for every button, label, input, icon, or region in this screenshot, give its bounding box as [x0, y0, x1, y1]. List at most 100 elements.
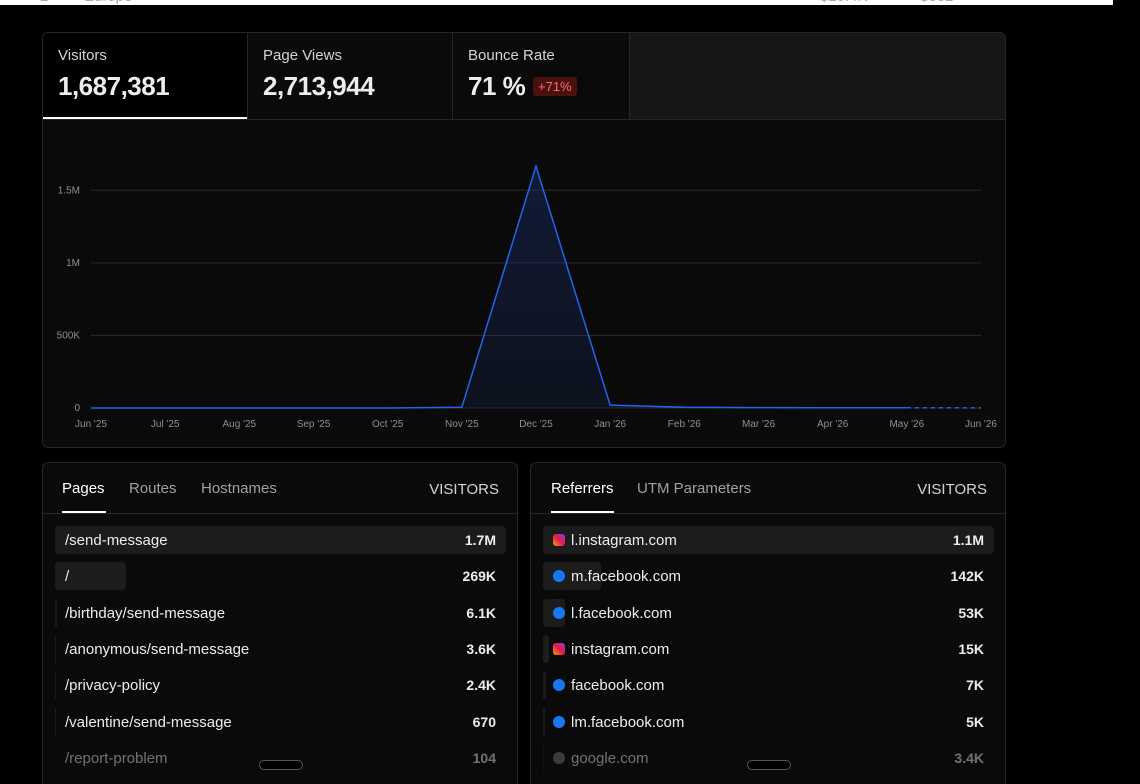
tab[interactable]: Routes	[129, 480, 177, 497]
table-row[interactable]: /anonymous/send-message 3.6K	[55, 634, 506, 663]
stats-divider	[43, 119, 1005, 120]
scroll-pill	[259, 760, 303, 770]
row-name: /birthday/send-message	[65, 604, 226, 622]
row-name: /	[65, 568, 70, 586]
row-name: m.facebook.com	[571, 568, 682, 586]
row-name: /anonymous/send-message	[65, 640, 250, 658]
stat-tab[interactable]: Bounce Rate 71 % +71%	[453, 33, 630, 119]
stat-label: Page Views	[263, 47, 342, 64]
main-card: 0 500K 1M 1.5M Jun '25 Jul '25 Aug '25 Sep '25 O…	[42, 32, 1006, 448]
x-tick-label: Jun '25	[75, 419, 107, 430]
x-tick-label: Nov '25	[445, 419, 479, 430]
row-value: 1.1M	[952, 532, 984, 548]
x-tick-label: Dec '25	[519, 419, 553, 430]
y-tick-label: 1M	[66, 258, 80, 269]
icon-instagram	[553, 534, 565, 546]
row-bar	[543, 743, 545, 772]
row-name: /report-problem	[65, 749, 168, 767]
row-value: 7K	[966, 677, 984, 694]
row-value: 15K	[958, 640, 984, 657]
x-tick-label: Jun '26	[965, 419, 997, 430]
line	[91, 163, 907, 409]
row-value: 5K	[966, 713, 984, 730]
table-row[interactable]: google.com 3.4K	[543, 743, 994, 772]
row-name: l.facebook.com	[571, 604, 672, 622]
table-row[interactable]: /privacy-policy 2.4K	[55, 671, 506, 700]
x-tick-label: Oct '25	[372, 419, 404, 430]
pages-panel: Pages Routes Hostnames VISITORS/send-messag…	[42, 462, 518, 784]
top-strip	[0, 0, 1113, 5]
icon-facebook	[553, 715, 565, 728]
table-row[interactable]: l.facebook.com 53K	[543, 598, 994, 627]
stat-value: 71 %	[468, 71, 526, 101]
scroll-pill	[747, 760, 791, 770]
row-name: /send-message	[65, 532, 168, 549]
active-underline	[551, 511, 614, 513]
stat-empty	[630, 33, 1005, 119]
x-tick-label: Sep '25	[297, 419, 331, 430]
row-bar	[543, 526, 994, 554]
x-tick-label: Mar '26	[742, 419, 775, 430]
row-name: /privacy-policy	[65, 677, 161, 695]
table-row[interactable]: /birthday/send-message 6.1K	[55, 598, 506, 627]
icon-google	[553, 751, 565, 764]
row-name: /valentine/send-message	[65, 713, 232, 731]
row-bar	[55, 671, 56, 700]
column-header: VISITORS	[429, 481, 499, 498]
y-tick-label: 500K	[57, 330, 81, 341]
row-value: 1.7M	[464, 532, 496, 548]
row-name: lm.facebook.com	[571, 713, 685, 731]
row-bar	[55, 526, 506, 554]
icon-facebook	[553, 570, 565, 583]
row-value: 3.6K	[466, 640, 496, 657]
table-row[interactable]: / 269K	[55, 562, 506, 591]
y-tick-label: 0	[74, 403, 80, 414]
tab[interactable]: UTM Parameters	[637, 480, 752, 497]
stat-value: 1,687,381	[58, 71, 170, 101]
tab[interactable]: Pages	[62, 480, 105, 497]
row-bar	[543, 671, 546, 700]
active-underline	[62, 511, 106, 513]
row-name: google.com	[571, 749, 649, 767]
table-row[interactable]: /valentine/send-message 670	[55, 707, 506, 736]
tab[interactable]: Hostnames	[201, 480, 277, 497]
x-tick-label: Aug '25	[223, 419, 257, 430]
x-tick-label: Jul '25	[151, 419, 180, 430]
stat-tab[interactable]: Visitors 1,687,381	[43, 33, 248, 119]
row-bar	[543, 707, 546, 736]
row-value: 53K	[958, 604, 984, 621]
table-row[interactable]: l.instagram.com 1.1M	[543, 526, 994, 554]
table-row[interactable]: facebook.com 7K	[543, 671, 994, 700]
table-row[interactable]: lm.facebook.com 5K	[543, 707, 994, 736]
table-row[interactable]: /report-problem 104	[55, 743, 506, 772]
stat-label: Bounce Rate	[468, 47, 555, 64]
rank: 2	[40, 0, 48, 5]
chart: 0 500K 1M 1.5M Jun '25 Jul '25 Aug '25 Sep '25 O…	[57, 163, 997, 430]
row-value: 104	[472, 749, 496, 766]
stat-value: 2,713,944	[263, 71, 375, 101]
referrers-panel: Referrers UTM Parameters VISITORS l.instagr…	[530, 462, 1006, 784]
area	[91, 166, 981, 408]
header-divider	[43, 513, 517, 514]
y-tick-label: 1.5M	[58, 185, 80, 196]
region: Europe	[84, 0, 132, 5]
row-bar	[55, 634, 56, 663]
stat-tab[interactable]: Page Views 2,713,944	[248, 33, 453, 119]
table-row[interactable]: instagram.com 15K	[543, 634, 994, 663]
tab[interactable]: Referrers	[551, 480, 614, 497]
x-tick-label: May '26	[889, 419, 924, 430]
amount2: $332	[920, 0, 953, 5]
table-row[interactable]: /send-message 1.7M	[55, 526, 506, 554]
row-value: 670	[472, 713, 496, 730]
icon-facebook	[553, 679, 565, 692]
row-bar	[543, 634, 550, 663]
row-value: 6.1K	[466, 604, 496, 621]
row-value: 2.4K	[466, 677, 496, 694]
row-bar	[55, 562, 127, 591]
active-underline	[43, 117, 247, 119]
row-value: 3.4K	[954, 749, 984, 766]
table-row[interactable]: m.facebook.com 142K	[543, 562, 994, 591]
row-bar	[55, 598, 57, 627]
row-name: instagram.com	[571, 640, 670, 658]
cut-row: 2 Europe $20.4K $332	[0, 0, 1113, 5]
